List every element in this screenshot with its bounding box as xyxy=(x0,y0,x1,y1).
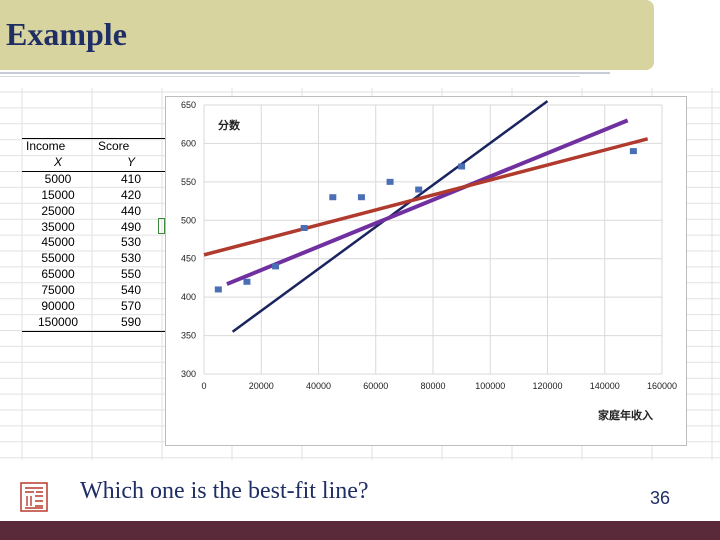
cell-income: 45000 xyxy=(41,235,75,250)
scatter-chart: 0 20000 40000 60000 80000 100000 120000 140000 1… xyxy=(181,100,677,422)
y-tick-label: 400 xyxy=(181,292,196,302)
table-row: 15000 420 xyxy=(22,188,168,204)
cell-score: 540 xyxy=(120,283,142,298)
data-point xyxy=(458,163,466,170)
y-tick-label: 500 xyxy=(181,215,196,225)
data-point xyxy=(329,194,337,201)
table-row: 75000 540 xyxy=(22,283,168,299)
table-row: 35000 490 xyxy=(22,220,168,236)
cell-score: 410 xyxy=(120,171,142,186)
fit-line xyxy=(203,137,649,257)
y-tick-label: 300 xyxy=(181,369,196,379)
page-number: 36 xyxy=(650,488,671,508)
table-header-row: Income Score xyxy=(22,137,168,155)
table-row: 55000 530 xyxy=(22,251,168,267)
data-point xyxy=(243,278,251,285)
data-point xyxy=(415,186,423,193)
table-row: 90000 570 xyxy=(22,299,168,315)
data-table: Income Score X Y 5000 410 15000 420 25000 4… xyxy=(22,137,168,332)
cell-income: 5000 xyxy=(44,171,72,186)
table-row: 25000 440 xyxy=(22,204,168,220)
chart-container[interactable]: 0 20000 40000 60000 80000 100000 120000 140000 1… xyxy=(165,96,687,446)
data-point xyxy=(272,263,280,270)
y-tick-label: 550 xyxy=(181,177,196,187)
cell-income: 55000 xyxy=(41,251,75,266)
footer-bar xyxy=(0,521,720,540)
x-tick-label: 160000 xyxy=(647,381,677,391)
x-tick-label: 80000 xyxy=(420,381,445,391)
table-subheader-row: X Y xyxy=(22,154,168,172)
header-score: Score xyxy=(94,137,168,155)
selected-cell-marker[interactable] xyxy=(158,218,165,234)
cell-score: 570 xyxy=(120,299,142,314)
cell-income: 65000 xyxy=(41,267,75,282)
x-tick-label: 120000 xyxy=(532,381,562,391)
x-tick-label: 140000 xyxy=(590,381,620,391)
y-tick-label: 600 xyxy=(181,138,196,148)
table-row: 150000 590 xyxy=(22,314,168,332)
cell-score: 530 xyxy=(120,235,142,250)
x-tick-label: 60000 xyxy=(363,381,388,391)
data-point xyxy=(357,194,365,201)
title-divider xyxy=(0,72,610,74)
cell-income: 35000 xyxy=(41,219,75,234)
header-income: Income xyxy=(22,137,94,155)
subheader-y: Y xyxy=(94,154,168,172)
university-seal-logo xyxy=(20,482,48,512)
cell-income: 90000 xyxy=(41,299,75,314)
cell-score: 590 xyxy=(94,314,168,332)
slide-title: Example xyxy=(6,16,127,52)
y-tick-label: 650 xyxy=(181,100,196,110)
cell-income: 75000 xyxy=(41,283,75,298)
cell-score: 530 xyxy=(120,251,142,266)
cell-score: 440 xyxy=(120,203,142,218)
data-point xyxy=(300,224,308,231)
x-axis-label: 家庭年收入 xyxy=(598,408,653,422)
y-tick-label: 350 xyxy=(181,331,196,341)
data-point xyxy=(214,286,222,293)
table-row: 65000 550 xyxy=(22,267,168,283)
title-divider-thin xyxy=(0,76,580,77)
cell-income: 25000 xyxy=(41,203,75,218)
table-row: 45000 530 xyxy=(22,235,168,251)
fit-line xyxy=(226,118,629,286)
table-row: 5000 410 xyxy=(22,171,168,187)
cell-score: 550 xyxy=(120,267,142,282)
title-bar xyxy=(0,0,654,70)
cell-score: 490 xyxy=(120,219,142,234)
x-tick-label: 20000 xyxy=(249,381,274,391)
x-tick-label: 100000 xyxy=(475,381,505,391)
data-point xyxy=(629,148,637,155)
subheader-x: X xyxy=(22,154,94,172)
x-tick-label: 40000 xyxy=(306,381,331,391)
x-tick-label: 0 xyxy=(201,381,206,391)
cell-income: 150000 xyxy=(22,314,94,332)
cell-income: 15000 xyxy=(41,187,75,202)
data-point xyxy=(386,178,394,185)
question-text: Which one is the best-fit line? xyxy=(80,478,369,504)
y-tick-label: 450 xyxy=(181,254,196,264)
y-axis-label: 分数 xyxy=(218,118,241,132)
cell-score: 420 xyxy=(120,187,142,202)
